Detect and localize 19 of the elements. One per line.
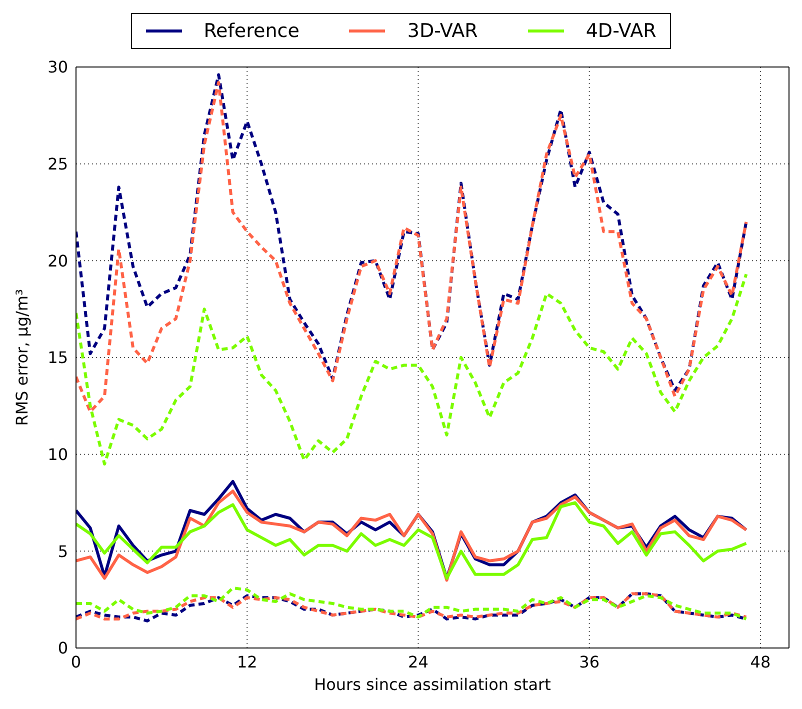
legend-label: 4D-VAR [586, 20, 656, 42]
line-series [76, 586, 748, 620]
x-axis-title: Hours since assimilation start [314, 675, 551, 694]
y-axis-title: RMS error, μg/m³ [12, 289, 32, 426]
y-tick-label: 5 [58, 542, 68, 561]
legend-label: Reference [204, 20, 300, 42]
x-tick-label: 24 [408, 652, 428, 672]
y-tick-label: 30 [48, 58, 68, 77]
legend-label: 3D-VAR [407, 20, 478, 42]
y-tick-label: 0 [58, 638, 68, 658]
x-tick-label: 48 [750, 652, 771, 672]
y-tick-label: 25 [48, 154, 68, 174]
x-tick-label: 0 [70, 652, 82, 672]
line-series [76, 272, 748, 466]
x-tick-label: 36 [579, 652, 600, 672]
y-tick-label: 20 [48, 251, 68, 270]
x-tick-label: 12 [236, 652, 258, 672]
y-tick-label: 15 [48, 348, 68, 368]
y-tick-label: 10 [48, 445, 68, 464]
